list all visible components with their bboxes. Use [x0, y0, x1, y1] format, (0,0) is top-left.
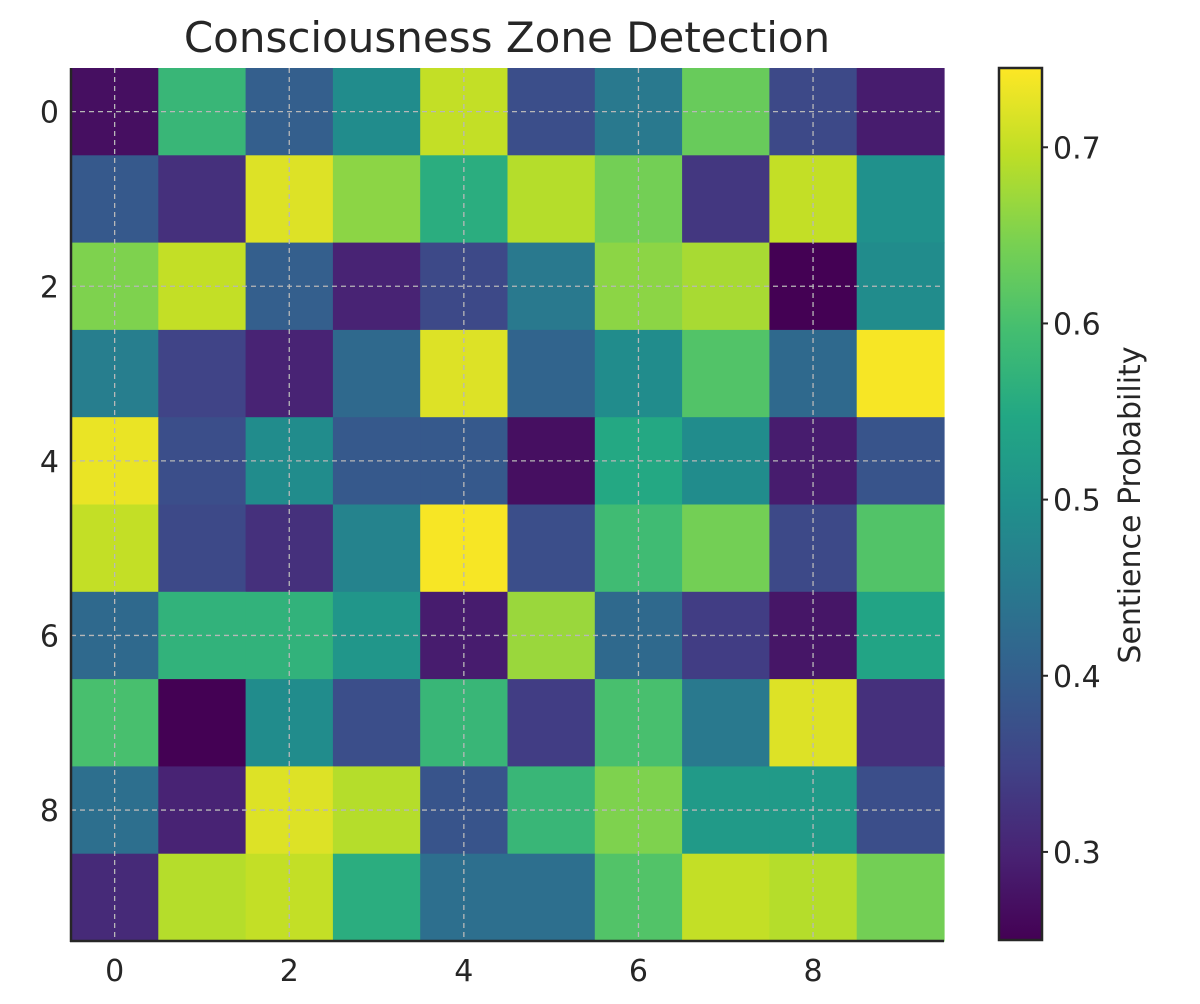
x-tick-label-0: 0 — [105, 954, 124, 989]
heatmap-cell-r9-c7 — [682, 853, 770, 942]
heatmap-cell-r9-c5 — [507, 853, 596, 942]
heatmap-cell-r3-c3 — [332, 329, 421, 418]
colorbar-gradient — [997, 66, 1044, 942]
y-tick-label-2: 2 — [40, 270, 59, 305]
heatmap-cell-r7-c1 — [158, 679, 247, 767]
y-tick-label-8: 8 — [40, 794, 59, 829]
colorbar-label: Sentience Probability — [1113, 346, 1148, 663]
colorbar: 0.3 0.4 0.5 0.6 0.7 — [997, 66, 1101, 942]
heatmap-cell-r1-c9 — [856, 155, 945, 244]
heatmap-cell-r9-c9 — [856, 853, 945, 942]
heatmap-cell-r7-c7 — [682, 679, 770, 767]
axes: 0 2 4 6 8 0 2 4 6 8 — [40, 68, 944, 989]
heatmap-cell-r1-c5 — [507, 155, 596, 244]
colorbar-tick-label-0.6: 0.6 — [1053, 307, 1101, 342]
x-tick-label-2: 2 — [280, 954, 299, 989]
colorbar-tick-label-0.3: 0.3 — [1053, 836, 1101, 871]
heatmap-cell-r5-c9 — [856, 504, 945, 593]
y-tick-label-0: 0 — [40, 96, 59, 131]
colorbar-tick-label-0.5: 0.5 — [1053, 484, 1101, 519]
chart-title: Consciousness Zone Detection — [184, 13, 830, 62]
grid-lines — [71, 68, 944, 941]
x-tick-label-4: 4 — [454, 954, 473, 989]
heatmap-cell-r3-c7 — [682, 329, 770, 418]
heatmap-cell-r3-c1 — [158, 329, 247, 418]
heatmap-cell-r5-c7 — [682, 504, 770, 593]
heatmap-cell-r5-c3 — [332, 504, 421, 593]
heatmap-cell-r9-c1 — [158, 853, 247, 942]
heatmap-cell-r7-c3 — [332, 679, 421, 767]
heatmap-cell-r1-c1 — [158, 155, 247, 244]
x-tick-label-8: 8 — [804, 954, 823, 989]
heatmap-cell-r1-c7 — [682, 155, 770, 244]
heatmap-cell-r1-c3 — [332, 155, 421, 244]
y-tick-label-6: 6 — [40, 619, 59, 654]
x-tick-label-6: 6 — [629, 954, 648, 989]
heatmap-cell-r3-c9 — [856, 329, 945, 418]
heatmap-cell-r7-c9 — [856, 679, 945, 767]
colorbar-tick-label-0.4: 0.4 — [1053, 660, 1101, 695]
heatmap-cell-r5-c1 — [158, 504, 247, 593]
heatmap-cell-r3-c5 — [507, 329, 596, 418]
colorbar-tick-label-0.7: 0.7 — [1053, 131, 1101, 166]
heatmap-cell-r7-c5 — [507, 679, 596, 767]
heatmap-cell-r5-c5 — [507, 504, 596, 593]
y-tick-label-4: 4 — [40, 445, 59, 480]
heatmap-cell-r9-c3 — [332, 853, 421, 942]
